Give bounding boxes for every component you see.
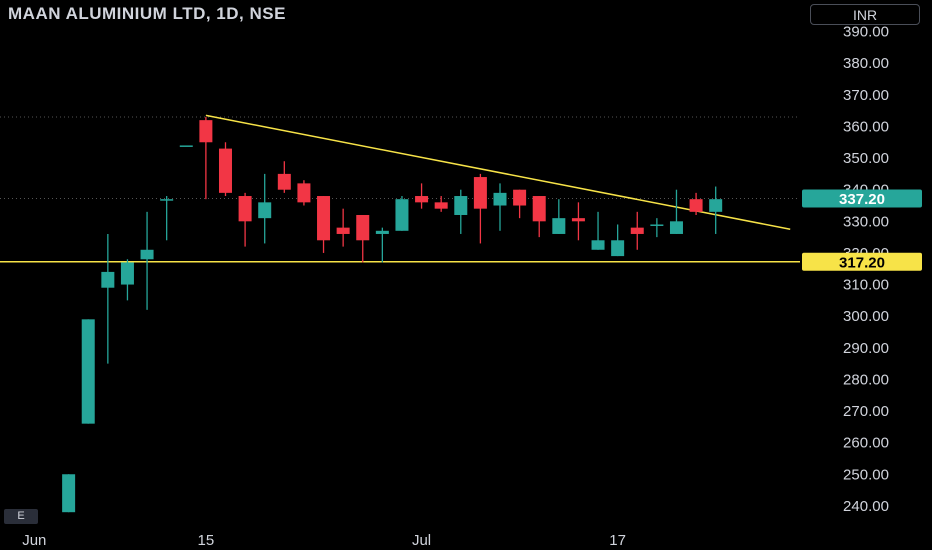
y-tick-label-3: 270.00 [843,403,889,420]
x-tick-label-3: 17 [609,532,626,549]
candle-body-2 [101,271,115,288]
candle-body-20 [454,196,468,215]
candle-body-11 [277,173,291,190]
y-tick-label-14: 380.00 [843,55,889,72]
candle-body-10 [258,202,272,219]
candle-body-23 [513,189,527,206]
candle-body-17 [395,199,409,231]
candle-body-22 [493,192,507,206]
y-tick-label-7: 310.00 [843,277,889,294]
events-button[interactable]: E [4,509,38,524]
y-tick-label-0: 240.00 [843,498,889,515]
candle-body-12 [297,183,311,203]
candle-body-14 [336,227,350,234]
candle-body-5 [160,199,174,201]
candle-body-28 [611,240,625,257]
candle-body-7 [199,120,213,143]
candle-body-27 [591,240,605,250]
y-tick-label-4: 280.00 [843,371,889,388]
x-tick-label-0: Jun [22,532,46,549]
candle-body-31 [669,221,683,234]
candle-body-3 [120,262,134,285]
y-tick-label-13: 370.00 [843,87,889,104]
currency-selector[interactable]: INR [810,4,920,25]
candle-body-18 [415,196,429,203]
candle-body-30 [650,224,664,226]
candle-body-8 [218,148,232,193]
candle-body-21 [473,177,487,209]
x-tick-label-1: 15 [198,532,215,549]
last-price-badge-text: 337.20 [839,191,885,208]
x-tick-label-2: Jul [412,532,431,549]
y-tick-label-2: 260.00 [843,435,889,452]
candle-body-19 [434,202,448,209]
candle-body-33 [709,199,723,212]
last-price-badge-bg [802,189,922,208]
support-price-badge-bg [802,252,922,271]
candle-body-0 [62,474,76,513]
y-tick-label-9: 330.00 [843,213,889,230]
y-tick-label-5: 290.00 [843,340,889,357]
y-tick-label-11: 350.00 [843,150,889,167]
candle-body-16 [375,230,389,234]
candle-body-29 [630,227,644,234]
candle-body-9 [238,196,252,222]
support-price-badge-text: 317.20 [839,254,885,271]
candle-body-24 [532,196,546,222]
trendline [205,114,791,230]
y-tick-label-15: 390.00 [843,24,889,41]
candle-body-15 [356,214,370,241]
candle-body-25 [552,218,566,234]
candle-body-4 [140,249,154,260]
chart-title: MAAN ALUMINIUM LTD, 1D, NSE [8,4,286,23]
candle-body-1 [81,319,95,424]
candle-body-13 [317,196,331,241]
y-tick-label-12: 360.00 [843,118,889,135]
y-tick-label-1: 250.00 [843,466,889,483]
candle-body-32 [689,199,703,212]
candle-body-6 [179,145,193,147]
candle-body-26 [571,218,585,222]
y-tick-label-6: 300.00 [843,308,889,325]
